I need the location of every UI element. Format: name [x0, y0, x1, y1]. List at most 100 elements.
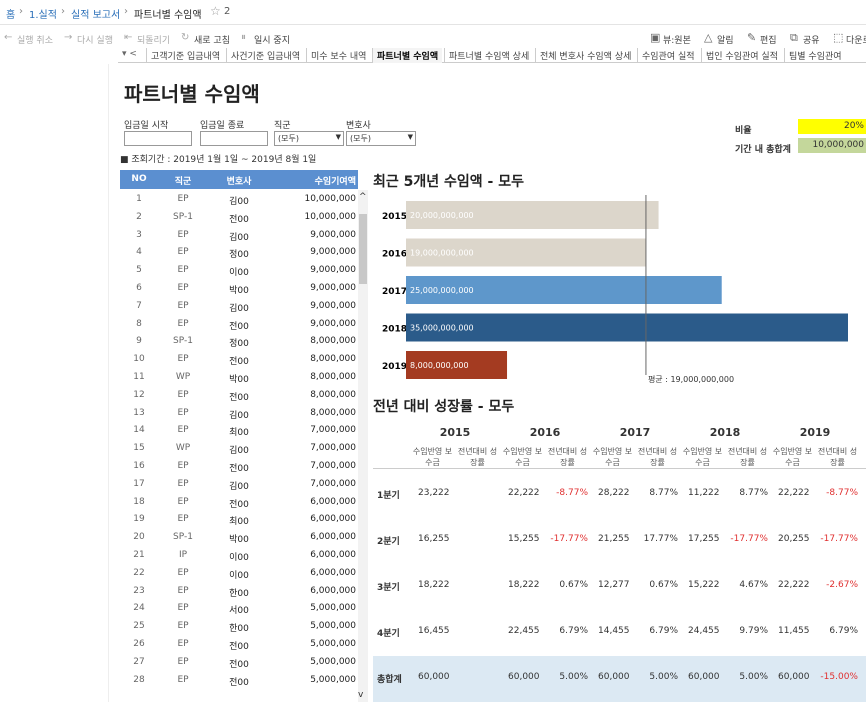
- toolbar-icon: ←: [4, 32, 13, 43]
- tab-nav[interactable]: ▾ <: [122, 49, 137, 59]
- growth-cell: -17.77%: [550, 534, 588, 544]
- toolbar-button[interactable]: 실행 취소: [17, 36, 53, 46]
- scroll-thumb[interactable]: [359, 214, 367, 284]
- tab[interactable]: 사건기준 입금내역: [226, 48, 304, 63]
- data-label: 19,000,000,000: [410, 249, 474, 258]
- toolbar-icon: →: [64, 32, 73, 43]
- scroll-down: v: [358, 690, 364, 700]
- table-cell: EP: [177, 300, 189, 311]
- row-label: 1분기: [377, 491, 400, 501]
- table-cell: EP: [177, 656, 189, 667]
- toolbar-button[interactable]: 다시 실행: [77, 36, 113, 46]
- filter-input[interactable]: (모두) ▼: [346, 131, 416, 146]
- toolbar-button[interactable]: 알림: [717, 36, 734, 46]
- table-cell: 8,000,000: [310, 354, 356, 365]
- subcolumn-header: 수임반영 보수금: [412, 447, 453, 467]
- table-cell: 이00: [229, 553, 249, 563]
- filter-input[interactable]: (모두) ▼: [274, 131, 344, 146]
- toolbar-button[interactable]: 일시 중지: [254, 36, 290, 46]
- summary-label: 비율: [735, 126, 752, 136]
- growth-cell: 6.79%: [829, 626, 858, 636]
- growth-table: 2015 수임반영 보수금 전년대비 성장률 2016 수임반영 보수금 전년대비 성장률…: [373, 420, 866, 702]
- tab[interactable]: 법인 수임관여 실적: [701, 48, 782, 63]
- growth-cell: -17.77%: [730, 534, 768, 544]
- table-cell: 전00: [229, 357, 249, 368]
- table-cell: EP: [177, 247, 189, 258]
- tab[interactable]: 미수 보수 내역: [306, 48, 370, 63]
- chart-title: 최근 5개년 수임액 - 모두: [373, 173, 524, 190]
- data-label: 35,000,000,000: [410, 324, 474, 333]
- breadcrumb-item[interactable]: 1.실적: [29, 10, 57, 21]
- toolbar-icon: ↻: [181, 32, 190, 43]
- row-label: 2분기: [377, 537, 400, 547]
- table-cell: 이00: [229, 570, 249, 581]
- toolbar-button[interactable]: 뷰:원본: [663, 36, 691, 46]
- tab[interactable]: 팀별 수임관여: [784, 48, 846, 63]
- chart: 최근 5개년 수임액 - 모두 2015 20,000,000,000 2016 19…: [373, 173, 848, 384]
- growth-cell: 60,000: [688, 672, 720, 682]
- filter-input[interactable]: [200, 131, 268, 146]
- growth-cell: 4.67%: [739, 580, 768, 590]
- subcolumn-header: 전년대비 성장률: [457, 447, 498, 467]
- table-cell: 김00: [229, 303, 249, 314]
- growth-cell: 60,000: [778, 672, 810, 682]
- filter-value: (모두): [278, 134, 299, 143]
- total-row-bg: [373, 656, 866, 702]
- page-title: 파트너별 수임액: [124, 82, 260, 106]
- bar: [406, 276, 722, 304]
- table-cell: 5,000,000: [310, 639, 356, 649]
- data-label: 8,000,000,000: [410, 361, 469, 370]
- table-cell: 20: [133, 532, 145, 543]
- toolbar-button[interactable]: 새로 고침: [194, 36, 230, 46]
- toolbar-icon: ▣: [650, 31, 661, 44]
- toolbar-icon: ⧉: [790, 31, 798, 44]
- growth-cell: 11,222: [688, 488, 720, 498]
- year-header: 2017: [619, 426, 651, 439]
- table-cell: EP: [177, 639, 189, 649]
- growth-cell: 6.79%: [649, 626, 678, 636]
- breadcrumb-item: 파트너별 수임액: [134, 10, 202, 21]
- summary-value: 20%: [798, 119, 866, 134]
- table-cell: 3: [136, 229, 142, 240]
- tab[interactable]: 파트너별 수임액 상세: [444, 48, 533, 63]
- growth-cell: 9.79%: [739, 626, 768, 636]
- scrollbar[interactable]: [358, 190, 368, 702]
- growth-cell: 17.77%: [643, 534, 678, 544]
- table-cell: 8,000,000: [310, 372, 356, 382]
- subcolumn-header: 전년대비 성장률: [547, 447, 588, 467]
- table-cell: 8: [136, 318, 142, 329]
- toolbar-button[interactable]: 되돌리기: [137, 36, 171, 46]
- table-cell: 9,000,000: [310, 265, 356, 276]
- toolbar-button[interactable]: 다운로드: [846, 36, 866, 46]
- tab[interactable]: 수임관여 실적: [637, 48, 699, 63]
- filter-input[interactable]: [124, 131, 192, 146]
- table-cell: 6,000,000: [310, 550, 356, 560]
- table-cell: EP: [177, 354, 189, 365]
- breadcrumb-item[interactable]: 실적 보고서: [71, 10, 121, 21]
- table-cell: 19: [133, 514, 145, 525]
- tab[interactable]: 전체 변호사 수임액 상세: [535, 48, 635, 63]
- divider: [0, 24, 866, 25]
- table-cell: 6,000,000: [310, 496, 356, 507]
- table-cell: 21: [133, 550, 145, 560]
- table-cell: 15: [133, 443, 145, 454]
- table-cell: EP: [177, 461, 189, 471]
- breadcrumb-item[interactable]: 홈: [6, 10, 16, 21]
- tab[interactable]: 파트너별 수임액: [372, 48, 443, 63]
- toolbar-button[interactable]: 편집: [760, 36, 777, 46]
- data-table: NO 직군 변호사 수임기여액 1 EP 김00 10,000,000 2 SP-1 전00 10,0…: [120, 170, 358, 702]
- table-cell: 14: [133, 425, 145, 436]
- table-cell: 7,000,000: [310, 478, 356, 489]
- period: ■ 조회기간 : 2019년 1월 1일 ~ 2019년 8월 1일: [120, 155, 317, 165]
- tab[interactable]: 고객기준 입금내역: [146, 48, 224, 63]
- toolbar-button[interactable]: 공유: [803, 36, 820, 46]
- year-header: 2018: [709, 426, 741, 439]
- growth-cell: 5.00%: [739, 672, 768, 682]
- growth-cell: 5.00%: [559, 672, 588, 682]
- table-cell: 10,000,000: [304, 194, 356, 204]
- growth-cell: 22,222: [778, 580, 810, 590]
- table-cell: EP: [177, 674, 189, 685]
- table-cell: EP: [177, 496, 189, 507]
- year-header: 2019: [799, 426, 831, 439]
